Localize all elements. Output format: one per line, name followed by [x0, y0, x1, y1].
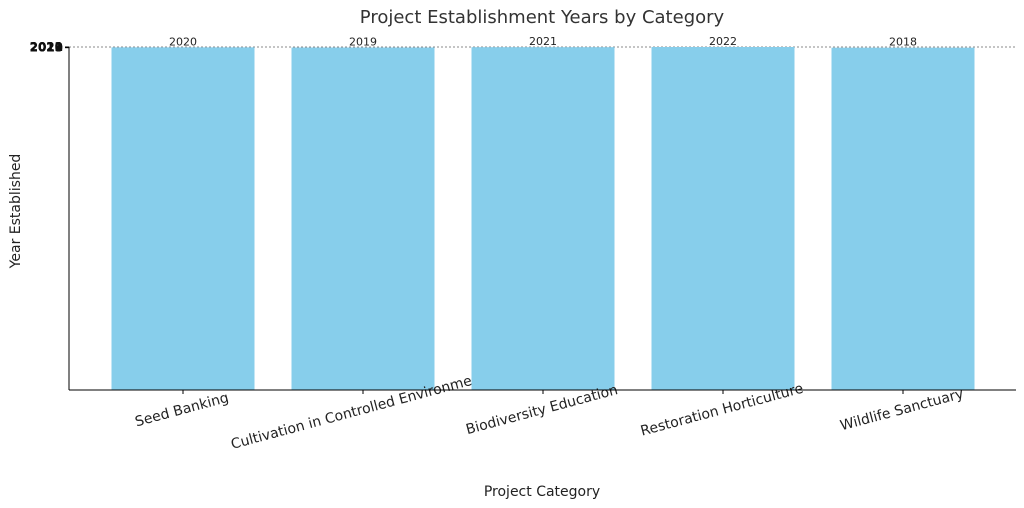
x-tick-label-3: Biodiversity Education	[464, 382, 619, 438]
y-tick-label-4: 2021	[30, 40, 63, 54]
y-axis-label: Year Established	[8, 154, 24, 270]
data-label-5: 2018	[889, 36, 917, 49]
bar-3	[471, 47, 615, 390]
x-tick-label-1: Seed Banking	[133, 390, 230, 430]
chart-title: Project Establishment Years by Category	[360, 7, 725, 28]
y-tick-label-3: 2020	[30, 40, 63, 54]
bar-2	[291, 47, 435, 390]
x-axis-label: Project Category	[484, 484, 600, 500]
data-label-2: 2019	[349, 36, 377, 49]
y-tick-label-5: 2022	[30, 40, 63, 54]
y-tick-label-2: 2019	[30, 41, 63, 55]
bar-4	[651, 47, 795, 390]
y-tick-label-1: 2018	[30, 41, 63, 55]
data-label-3: 2021	[529, 35, 557, 48]
data-label-1: 2020	[169, 35, 197, 48]
x-tick-label-5: Wildlife Sanctuary	[839, 386, 966, 434]
bar-5	[831, 47, 975, 391]
data-label-4: 2022	[709, 35, 737, 48]
bar-1	[111, 47, 255, 391]
